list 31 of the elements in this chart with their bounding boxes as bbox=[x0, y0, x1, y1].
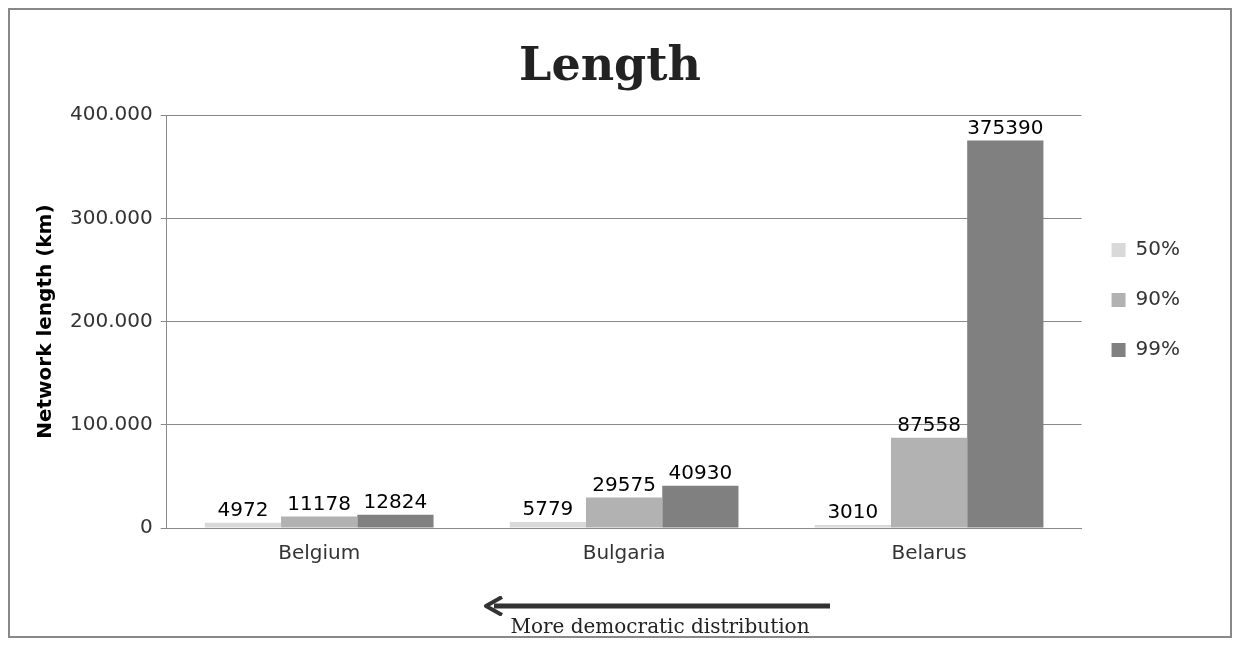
bar bbox=[281, 516, 358, 528]
data-label: 11178 bbox=[287, 490, 351, 515]
x-tick-label: Bulgaria bbox=[582, 540, 666, 565]
text: More democratic distribution bbox=[509, 614, 811, 638]
y-tick-label: 100.000 bbox=[69, 411, 153, 435]
data-label: 375390 bbox=[967, 114, 1044, 139]
y-tick-label: 0 bbox=[139, 514, 153, 539]
y-tick-label: 400.000 bbox=[69, 101, 153, 126]
y-axis-title: Network length (km) bbox=[32, 204, 57, 439]
data-label: 12824 bbox=[363, 488, 428, 513]
data-label: 29575 bbox=[592, 471, 656, 496]
bar bbox=[509, 522, 587, 528]
bar bbox=[204, 522, 282, 528]
bar bbox=[586, 497, 663, 528]
data-label: 4972 bbox=[217, 497, 269, 522]
x-tick-label: Belgium bbox=[278, 540, 361, 565]
legend-label: 50% bbox=[1135, 236, 1180, 261]
chart-title: Length bbox=[519, 36, 701, 91]
bar bbox=[890, 437, 968, 528]
legend-label: 99% bbox=[1135, 336, 1180, 361]
data-label: 3010 bbox=[827, 499, 879, 524]
bar bbox=[662, 485, 739, 528]
bar bbox=[357, 514, 434, 528]
y-tick-label: 300.000 bbox=[69, 204, 153, 229]
legend-label: 90% bbox=[1135, 286, 1180, 311]
data-label: 5779 bbox=[522, 496, 574, 521]
y-tick-label: 200.000 bbox=[69, 307, 153, 332]
data-label: 40930 bbox=[668, 459, 733, 484]
bar bbox=[814, 524, 891, 528]
x-tick-label: Belarus bbox=[891, 540, 967, 565]
data-label: 87558 bbox=[897, 411, 961, 436]
